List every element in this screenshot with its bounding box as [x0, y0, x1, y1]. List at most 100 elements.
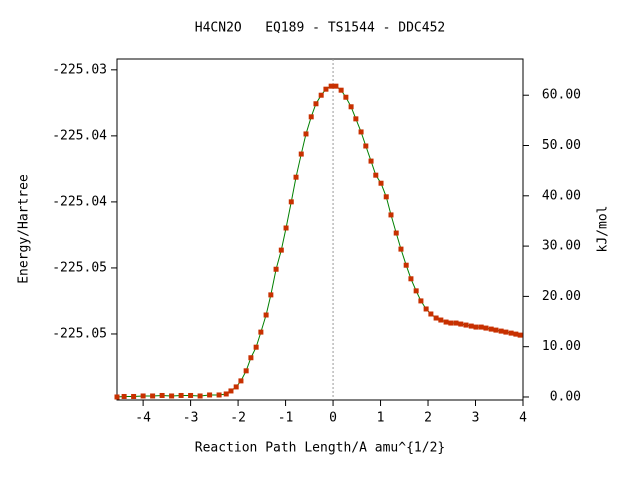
- y-tick-label: -225.03: [52, 62, 107, 77]
- data-point: [243, 368, 249, 374]
- data-point: [418, 298, 424, 304]
- data-point: [423, 306, 429, 312]
- data-point: [433, 315, 439, 321]
- data-point: [448, 320, 454, 326]
- y2-tick-label: 20.00: [542, 289, 581, 304]
- data-point: [483, 325, 489, 331]
- plot-frame: [116, 58, 524, 401]
- data-point: [428, 311, 434, 317]
- data-point: [353, 116, 359, 122]
- data-point: [443, 319, 449, 325]
- data-point: [238, 378, 244, 384]
- x-axis-label: Reaction Path Length/A amu^{1/2}: [195, 441, 445, 456]
- data-point: [159, 392, 165, 398]
- data-point: [398, 246, 404, 252]
- y-tick-label: -225.05: [52, 260, 107, 275]
- data-point: [121, 393, 127, 399]
- data-point: [207, 392, 213, 398]
- data-point: [216, 392, 222, 398]
- x-tick-label: -1: [278, 411, 294, 426]
- data-point: [303, 131, 309, 137]
- x-tick-label: 3: [472, 411, 480, 426]
- y2-tick-label: 30.00: [542, 239, 581, 254]
- data-point: [233, 384, 239, 390]
- data-point: [473, 324, 479, 330]
- data-point: [488, 326, 494, 332]
- data-point: [493, 327, 499, 333]
- data-point: [328, 83, 334, 89]
- chart-title: H4CN2O EQ189 - TS1544 - DDC452: [195, 21, 445, 36]
- data-point: [503, 329, 509, 335]
- data-point: [343, 94, 349, 100]
- data-point: [508, 330, 514, 336]
- data-point: [278, 247, 284, 253]
- data-point: [438, 317, 444, 323]
- data-point: [513, 331, 519, 337]
- x-tick-label: 2: [424, 411, 432, 426]
- data-point: [393, 230, 399, 236]
- data-point: [263, 312, 269, 318]
- y-tick-label: -225.04: [52, 194, 107, 209]
- data-point: [378, 180, 384, 186]
- data-point: [313, 101, 319, 107]
- data-point: [140, 393, 146, 399]
- data-point: [169, 393, 175, 399]
- data-point: [373, 172, 379, 178]
- data-point: [383, 194, 389, 200]
- data-point: [363, 143, 369, 149]
- y2-tick-label: 0.00: [550, 389, 581, 404]
- data-point: [228, 388, 234, 394]
- x-tick-label: 4: [519, 411, 527, 426]
- data-point: [403, 262, 409, 268]
- x-tick-label: -3: [183, 411, 199, 426]
- data-point: [308, 114, 314, 120]
- y2-tick-label: 50.00: [542, 138, 581, 153]
- y2-tick-label: 60.00: [542, 88, 581, 103]
- data-point: [253, 344, 259, 350]
- data-point: [458, 321, 464, 327]
- data-point: [408, 276, 414, 282]
- y2-tick-label: 10.00: [542, 339, 581, 354]
- data-point: [318, 92, 324, 98]
- data-point: [258, 329, 264, 335]
- data-point: [223, 391, 229, 397]
- data-point: [358, 129, 364, 135]
- data-point: [463, 322, 469, 328]
- data-point: [150, 393, 156, 399]
- x-tick-label: 0: [329, 411, 337, 426]
- data-point: [293, 174, 299, 180]
- data-point: [197, 393, 203, 399]
- y2-tick-label: 40.00: [542, 188, 581, 203]
- data-point: [178, 392, 184, 398]
- x-tick-label: -2: [230, 411, 246, 426]
- y-tick-label: -225.04: [52, 128, 107, 143]
- data-point: [413, 288, 419, 294]
- data-point: [453, 320, 459, 326]
- y2-axis-label: kJ/mol: [596, 206, 611, 253]
- data-point: [478, 324, 484, 330]
- series-line: [116, 85, 521, 398]
- data-point: [188, 392, 194, 398]
- data-point: [114, 394, 120, 400]
- data-point: [273, 266, 279, 272]
- data-point: [268, 292, 274, 298]
- data-point: [498, 328, 504, 334]
- data-point: [288, 199, 294, 205]
- data-point: [248, 355, 254, 361]
- data-point: [368, 158, 374, 164]
- x-tick-label: -4: [135, 411, 151, 426]
- data-point: [333, 83, 339, 89]
- data-point: [131, 393, 137, 399]
- data-point: [388, 212, 394, 218]
- data-point: [468, 323, 474, 329]
- data-point: [338, 87, 344, 93]
- data-point: [323, 86, 329, 92]
- data-point: [348, 104, 354, 110]
- data-point: [517, 332, 523, 338]
- data-point: [283, 225, 289, 231]
- y-axis-label: Energy/Hartree: [17, 174, 32, 284]
- data-point: [298, 151, 304, 157]
- x-tick-label: 1: [377, 411, 385, 426]
- y-tick-label: -225.05: [52, 326, 107, 341]
